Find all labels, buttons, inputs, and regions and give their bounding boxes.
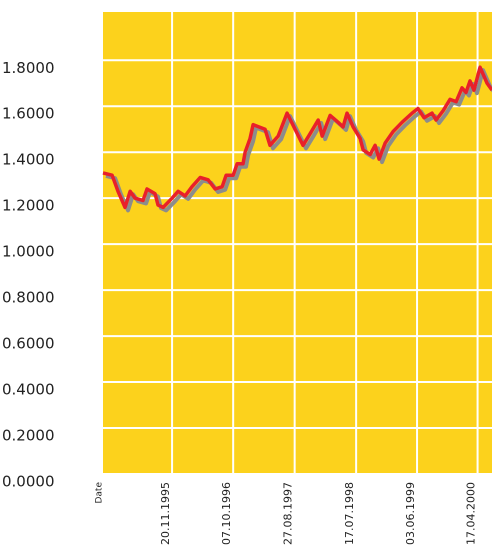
plot-background — [103, 12, 492, 474]
y-tick-label: 1.4000 — [2, 151, 55, 169]
x-tick-label: 07.10.1996 — [220, 482, 233, 545]
x-tick-label: 17.04.2000 — [465, 482, 478, 545]
y-tick-label: 1.0000 — [2, 243, 55, 261]
y-tick-label: 0.0000 — [2, 473, 55, 491]
x-tick-label: 17.07.1998 — [343, 482, 356, 545]
line-shadow — [105, 68, 492, 213]
x-tick-label: 03.06.1999 — [404, 482, 417, 545]
x-tick-label: 20.11.1995 — [159, 482, 172, 545]
y-tick-label: 0.8000 — [2, 289, 55, 307]
y-tick-label: 0.6000 — [2, 335, 55, 353]
y-tick-label: 1.2000 — [2, 197, 55, 215]
line — [102, 65, 492, 210]
y-tick-label: 0.2000 — [2, 427, 55, 445]
y-tick-label: 1.6000 — [2, 105, 55, 123]
y-tick-label: 1.8000 — [2, 59, 55, 77]
x-tick-label: 27.08.1997 — [282, 482, 295, 545]
y-tick-label: 0.4000 — [2, 381, 55, 399]
x-axis-label: Date — [95, 482, 105, 504]
